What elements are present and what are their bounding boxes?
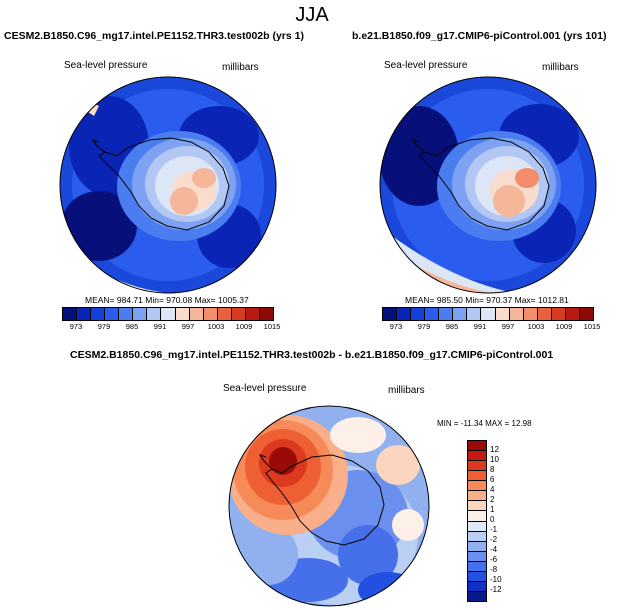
colorbar-swatch: [397, 308, 412, 320]
colorbar-tick-label: 985: [125, 322, 139, 331]
colorbar-tick-label: 1003: [207, 322, 225, 331]
colorbar-swatch: [551, 308, 566, 320]
colorbar-swatch: [411, 308, 426, 320]
colorbar-swatch: [259, 308, 273, 320]
panel-2-colorbar: [382, 307, 594, 321]
colorbar-swatch: [425, 308, 440, 320]
colorbar-swatch: [105, 308, 120, 320]
colorbar-swatch: [468, 501, 486, 512]
colorbar-tick-label: -10: [490, 575, 502, 584]
colorbar-swatch: [63, 308, 78, 320]
colorbar-swatch: [91, 308, 106, 320]
season-title: JJA: [295, 4, 329, 26]
colorbar-swatch: [468, 591, 486, 601]
colorbar-swatch: [468, 441, 486, 452]
colorbar-swatch: [453, 308, 468, 320]
colorbar-swatch: [189, 308, 204, 320]
colorbar-swatch: [119, 308, 134, 320]
colorbar-tick-label: 1009: [235, 322, 253, 331]
colorbar-swatch: [523, 308, 538, 320]
colorbar-tick-label: 0: [490, 515, 495, 524]
colorbar-tick-label: 985: [445, 322, 459, 331]
panel-3-map: [228, 405, 430, 607]
panel-2-map: [379, 76, 597, 294]
panel-2-stats: MEAN= 985.50 Min= 970.37 Max= 1012.81: [405, 295, 569, 305]
panel-3-units-label: millibars: [388, 385, 425, 396]
colorbar-tick-label: 1009: [555, 322, 573, 331]
panel-1-colorbar: [62, 307, 274, 321]
colorbar-tick-label: 1015: [583, 322, 601, 331]
colorbar-swatch: [537, 308, 552, 320]
colorbar-swatch: [481, 308, 496, 320]
colorbar-swatch: [468, 461, 486, 472]
colorbar-tick-label: -8: [490, 565, 498, 574]
colorbar-swatch: [468, 531, 486, 542]
colorbar-tick-label: 2: [490, 495, 495, 504]
panel-1-stats: MEAN= 984.71 Min= 970.08 Max= 1005.37: [85, 295, 249, 305]
colorbar-swatch: [231, 308, 246, 320]
colorbar-swatch: [579, 308, 593, 320]
colorbar-swatch: [439, 308, 454, 320]
colorbar-tick-label: 973: [69, 322, 83, 331]
colorbar-swatch: [468, 551, 486, 562]
panel-1-variable-label: Sea-level pressure: [64, 60, 148, 71]
colorbar-swatch: [565, 308, 580, 320]
panel-3-colorbar: [467, 440, 487, 602]
panel-3-title: CESM2.B1850.C96_mg17.intel.PE1152.THR3.t…: [70, 349, 554, 361]
colorbar-tick-label: -12: [490, 585, 502, 594]
panel-1-map: [59, 76, 277, 294]
colorbar-swatch: [468, 521, 486, 532]
colorbar-tick-label: -1: [490, 525, 498, 534]
panel-3-colorbar-ticks: 12 10 8 6 4 2 1 0 -1 -2 -4 -6 -8 -10 -12: [490, 440, 520, 600]
colorbar-swatch: [245, 308, 260, 320]
panel-1-title: CESM2.B1850.C96_mg17.intel.PE1152.THR3.t…: [4, 30, 304, 42]
colorbar-swatch: [495, 308, 510, 320]
colorbar-swatch: [468, 481, 486, 492]
colorbar-swatch: [161, 308, 176, 320]
colorbar-swatch: [468, 471, 486, 482]
panel-2-variable-label: Sea-level pressure: [384, 60, 468, 71]
colorbar-swatch: [468, 511, 486, 522]
colorbar-tick-label: -6: [490, 555, 498, 564]
colorbar-swatch: [468, 561, 486, 572]
colorbar-tick-label: 991: [153, 322, 167, 331]
panel-3-stats: MIN = -11.34 MAX = 12.98: [437, 419, 532, 428]
colorbar-swatch: [203, 308, 218, 320]
colorbar-swatch: [383, 308, 398, 320]
colorbar-tick-label: 8: [490, 465, 495, 474]
colorbar-swatch: [175, 308, 190, 320]
colorbar-swatch: [77, 308, 92, 320]
colorbar-tick-label: 1: [490, 505, 495, 514]
panel-2-title: b.e21.B1850.f09_g17.CMIP6-piControl.001 …: [352, 30, 607, 42]
colorbar-tick-label: 1003: [527, 322, 545, 331]
colorbar-swatch: [509, 308, 524, 320]
colorbar-swatch: [133, 308, 148, 320]
colorbar-swatch: [147, 308, 162, 320]
colorbar-tick-label: 6: [490, 475, 495, 484]
colorbar-swatch: [468, 491, 486, 502]
colorbar-swatch: [467, 308, 482, 320]
colorbar-tick-label: 997: [181, 322, 195, 331]
colorbar-tick-label: 973: [389, 322, 403, 331]
colorbar-swatch: [468, 541, 486, 552]
colorbar-swatch: [468, 451, 486, 462]
colorbar-tick-label: -2: [490, 535, 498, 544]
panel-1-units-label: millibars: [222, 62, 259, 73]
colorbar-tick-label: 10: [490, 455, 499, 464]
panel-3-variable-label: Sea-level pressure: [223, 383, 307, 394]
colorbar-swatch: [217, 308, 232, 320]
colorbar-tick-label: -4: [490, 545, 498, 554]
colorbar-tick-label: 1015: [263, 322, 281, 331]
colorbar-tick-label: 979: [97, 322, 111, 331]
panel-2-units-label: millibars: [542, 62, 579, 73]
colorbar-tick-label: 997: [501, 322, 515, 331]
colorbar-tick-label: 991: [473, 322, 487, 331]
colorbar-tick-label: 12: [490, 445, 499, 454]
colorbar-tick-label: 4: [490, 485, 495, 494]
colorbar-swatch: [468, 581, 486, 592]
colorbar-tick-label: 979: [417, 322, 431, 331]
colorbar-swatch: [468, 571, 486, 582]
